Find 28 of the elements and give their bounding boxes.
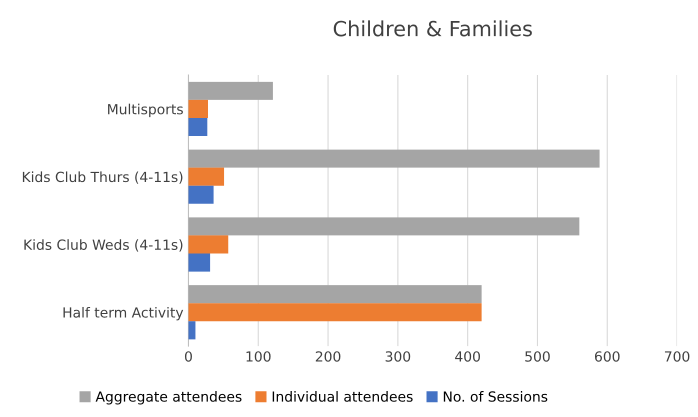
bar (188, 217, 580, 236)
y-tick-label: Half term Activity (64, 306, 184, 320)
bar (188, 168, 224, 186)
x-tick-label: 100 (246, 351, 271, 362)
bar (188, 150, 600, 168)
legend-label: Individual attendees (272, 391, 413, 402)
legend-label: Aggregate attendees (96, 391, 242, 404)
bar (188, 303, 482, 322)
bar (188, 321, 196, 340)
x-tick-label: 500 (525, 351, 550, 362)
chart-title: Children & Families (334, 20, 532, 36)
x-tick-label: 0 (184, 351, 192, 362)
bar (188, 285, 482, 304)
x-tick-label: 600 (594, 351, 620, 362)
x-tick-label: 400 (455, 351, 480, 362)
y-tick-label: Kids Club Weds (4-11s) (24, 239, 182, 252)
y-tick-label: Kids Club Thurs (4-11s) (22, 171, 182, 184)
bar (188, 186, 214, 204)
y-tick-label: Multisports (108, 104, 183, 118)
x-tick-label: 700 (664, 351, 690, 362)
x-tick-label: 200 (316, 351, 340, 362)
x-tick-label: 300 (386, 351, 410, 362)
legend-label: No. of Sessions (444, 391, 548, 402)
bar (188, 82, 273, 100)
bar (188, 118, 208, 136)
bar (188, 235, 228, 254)
bar (188, 254, 210, 272)
bar (188, 100, 208, 118)
